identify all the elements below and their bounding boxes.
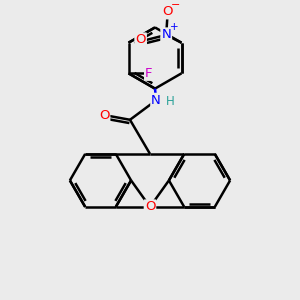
Text: O: O (99, 109, 110, 122)
Text: O: O (162, 5, 173, 18)
Text: O: O (135, 34, 146, 46)
Text: +: + (170, 22, 178, 32)
Text: N: N (161, 28, 171, 41)
Text: −: − (171, 1, 180, 10)
Text: H: H (166, 94, 174, 108)
Text: N: N (151, 94, 161, 107)
Text: F: F (145, 67, 153, 80)
Text: O: O (145, 200, 155, 213)
